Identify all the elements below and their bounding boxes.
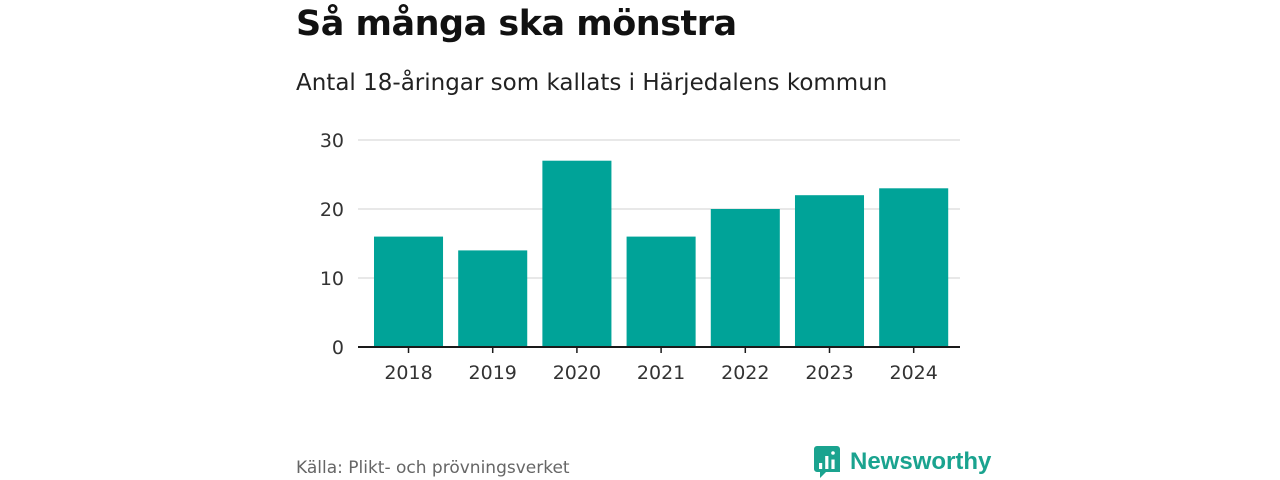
- bar-2020[interactable]: [542, 160, 612, 347]
- bar-2024[interactable]: [879, 188, 949, 347]
- bar-2018[interactable]: [373, 236, 444, 347]
- bar-2023[interactable]: [794, 195, 865, 347]
- brand-logo[interactable]: Newsworthy: [814, 446, 991, 478]
- newsworthy-logo-icon: [814, 446, 840, 478]
- y-tick-label: 0: [332, 337, 344, 359]
- y-tick-label: 30: [320, 130, 344, 152]
- x-tick-label: 2020: [553, 362, 601, 384]
- x-tick-label: 2022: [721, 362, 769, 384]
- chart-title: Så många ska mönstra: [296, 4, 737, 44]
- bar-2021[interactable]: [626, 236, 696, 347]
- axes: [358, 346, 960, 353]
- source-note: Källa: Plikt- och prövningsverket: [296, 458, 570, 478]
- x-tick-label: 2018: [384, 362, 432, 384]
- bar-2022[interactable]: [710, 209, 780, 347]
- chart-subtitle: Antal 18-åringar som kallats i Härjedale…: [296, 70, 888, 96]
- x-tick-label: 2021: [637, 362, 685, 384]
- y-tick-label: 20: [320, 199, 344, 221]
- x-tick-label: 2023: [805, 362, 853, 384]
- bars: [373, 160, 949, 347]
- y-tick-label: 10: [320, 268, 344, 290]
- bar-2019[interactable]: [458, 250, 528, 347]
- brand-name: Newsworthy: [850, 448, 992, 475]
- x-tick-label: 2024: [890, 362, 938, 384]
- tick-labels: 0 10 20 30 2018 2019 2020 2021 2022 2023 2024: [320, 130, 938, 384]
- x-tick-label: 2019: [469, 362, 517, 384]
